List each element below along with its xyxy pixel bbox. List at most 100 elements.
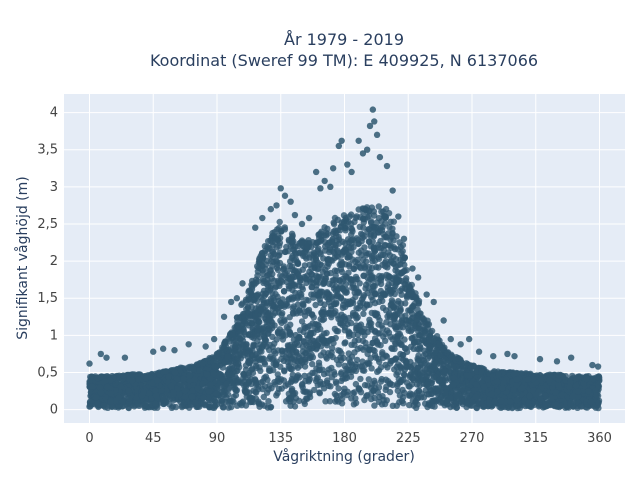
data-point [271,379,278,386]
data-point [258,250,266,257]
data-point [375,214,383,222]
data-point [219,376,226,383]
data-point [585,388,592,395]
data-point [323,232,330,239]
data-point [296,274,303,281]
data-point [526,392,533,399]
data-point [371,335,379,342]
data-point [270,249,277,256]
data-point [383,383,390,390]
data-point [364,289,371,297]
data-point [326,246,334,254]
data-point [217,396,224,404]
data-point [381,213,388,220]
data-point [239,343,247,350]
data-point [333,392,340,399]
data-point [234,402,241,409]
data-point [252,381,260,388]
data-point [266,367,274,374]
data-point [386,224,393,231]
data-point [277,272,284,279]
data-point [447,394,454,402]
data-point [309,239,316,246]
data-point [278,355,285,363]
data-point [458,398,465,405]
data-point [325,366,332,373]
data-point [382,263,389,270]
data-point [259,275,267,283]
data-point [273,336,280,343]
data-point [328,293,335,300]
data-point [395,262,402,269]
data-point [415,297,423,305]
data-point [333,300,340,307]
data-point [258,379,265,386]
data-point [383,234,390,241]
data-point [228,371,235,378]
data-point [381,241,389,249]
data-point [313,278,320,286]
data-point [366,316,373,323]
data-point [347,276,355,284]
data-point [314,239,322,246]
data-point [301,275,309,282]
data-point [397,256,404,263]
data-point [333,380,340,387]
data-point [331,267,339,274]
data-point [100,402,108,409]
data-point [272,284,279,291]
data-point [343,365,350,372]
data-point [274,371,281,378]
data-point [348,299,355,306]
data-point [394,268,401,276]
data-point [391,318,398,325]
data-point [234,354,241,361]
data-point [235,360,242,368]
data-point [396,239,403,246]
data-point [424,381,431,388]
data-point [254,268,262,275]
data-point [382,258,390,265]
data-point [365,376,372,383]
data-point [421,360,428,367]
data-point [410,368,417,375]
data-point [402,300,409,307]
data-point [360,346,367,353]
data-point [342,248,350,255]
data-point [264,257,271,264]
data-point [347,373,355,380]
data-point [281,316,288,323]
data-point [396,399,403,406]
data-point [265,398,272,405]
data-point [299,300,306,307]
data-point [355,236,362,244]
data-point [389,381,396,389]
data-point [319,288,326,295]
data-point [281,368,288,375]
data-point [350,265,358,273]
data-point [382,205,390,213]
data-point [409,397,417,404]
data-point [205,388,213,395]
data-point [339,260,346,267]
data-point [346,213,353,220]
data-point [423,322,430,329]
data-point [258,401,265,408]
data-point [306,251,314,258]
data-point [437,394,444,401]
data-point [403,267,410,274]
data-point [419,376,426,384]
data-point [371,402,378,409]
data-point [297,249,304,256]
data-point [356,280,363,287]
data-point [360,219,367,226]
data-point [379,351,386,358]
data-point [316,389,323,396]
data-point [335,385,342,392]
data-point [335,347,342,354]
data-point [391,345,398,353]
data-point [424,391,431,398]
data-point [368,326,375,333]
data-point [371,225,378,233]
data-point [365,346,373,354]
